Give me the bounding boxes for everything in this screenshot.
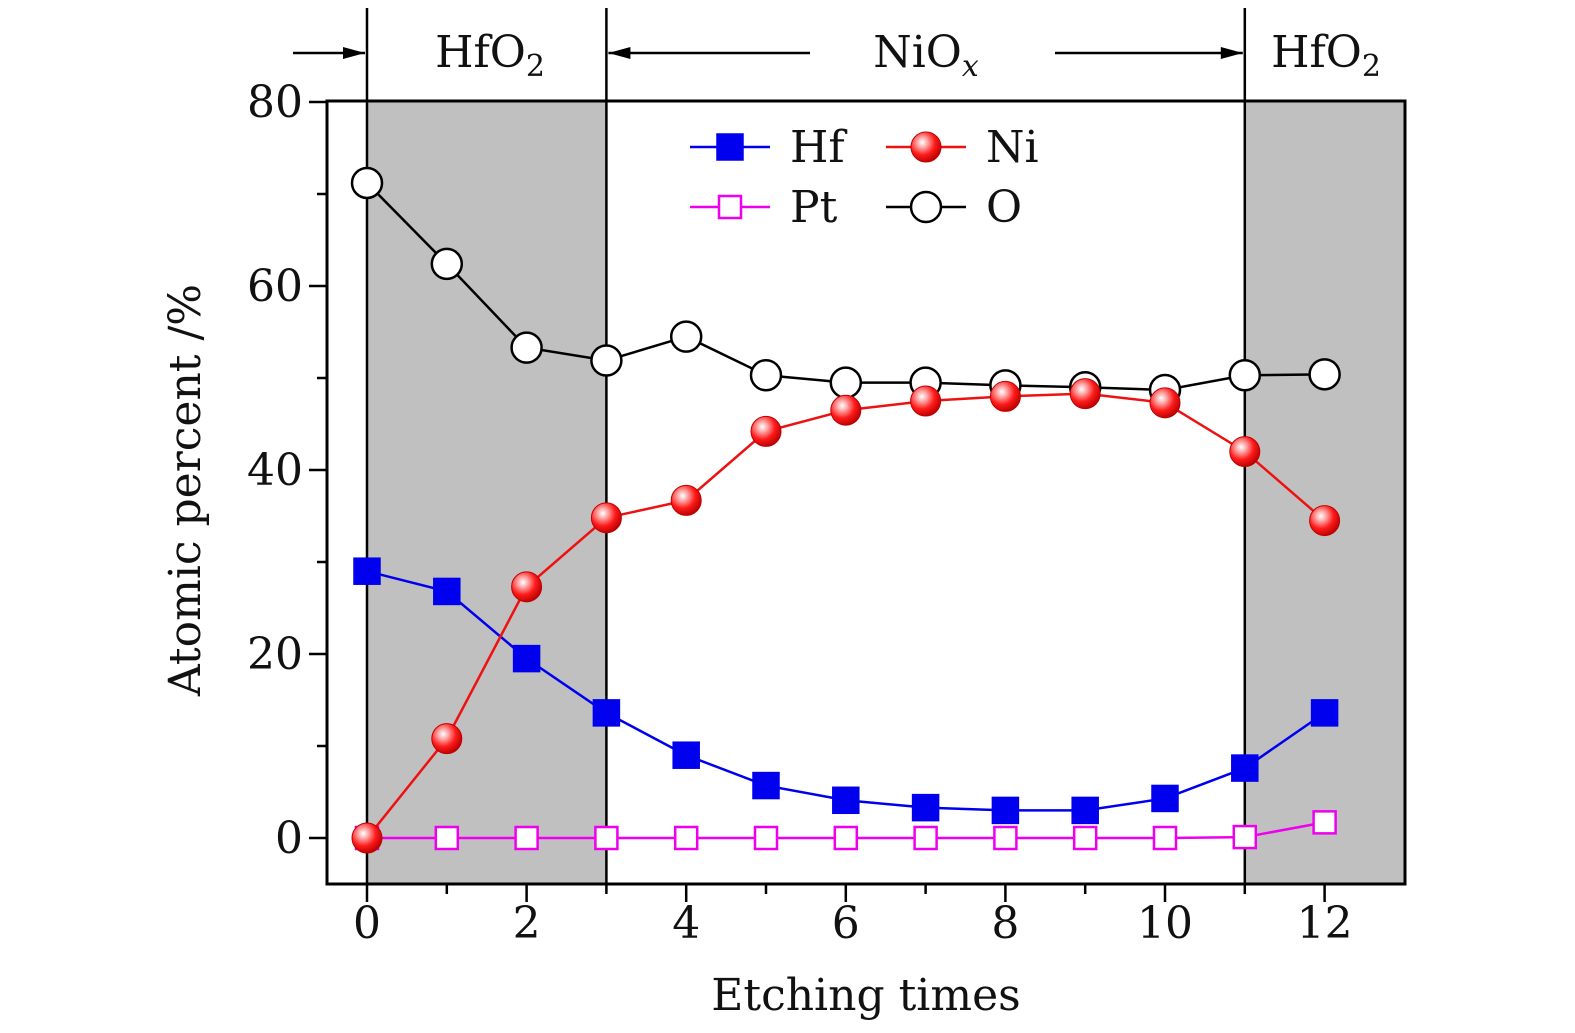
point-pt-1 — [434, 825, 460, 851]
series-hf — [353, 557, 1339, 825]
point-hf-7 — [911, 793, 940, 822]
plot-frame — [325, 99, 1407, 886]
point-hf-3 — [592, 699, 621, 727]
y-axis-label: Atomic percent /% — [160, 284, 211, 697]
point-o-11 — [1228, 358, 1262, 392]
legend-entry-hf: Hf — [690, 122, 847, 173]
region-label-0: HfO2 — [435, 27, 545, 84]
point-ni-9 — [1069, 378, 1101, 410]
arrow-head — [1220, 47, 1243, 59]
legend-label: O — [986, 182, 1022, 233]
legend-marker — [910, 131, 942, 163]
arrow-into-hfo2 — [293, 47, 365, 59]
shaded-region-0 — [367, 101, 607, 884]
x-tick-label: 2 — [513, 898, 541, 949]
x-tick-label: 8 — [991, 898, 1019, 949]
point-ni-4 — [670, 484, 702, 516]
point-pt-5 — [753, 825, 779, 851]
point-ni-0 — [351, 822, 383, 854]
point-pt-10 — [1152, 825, 1178, 851]
legend-entry-pt: Pt — [690, 182, 838, 233]
region-labels: HfO2 NiOx HfO2 — [293, 27, 1381, 84]
point-hf-12 — [1310, 699, 1339, 727]
y-tick-label: 60 — [247, 261, 303, 312]
point-pt-2 — [514, 825, 539, 851]
point-ni-2 — [511, 571, 543, 603]
legend-label: Hf — [790, 122, 847, 173]
x-tick-label: 10 — [1137, 898, 1193, 949]
arrow-head — [343, 47, 365, 59]
axes: 0 2 4 6 8 10 12 0 20 40 60 80 — [247, 8, 1407, 949]
series-ni — [351, 378, 1341, 854]
shaded-regions — [367, 101, 1405, 884]
point-hf-9 — [1071, 796, 1099, 825]
point-hf-11 — [1231, 754, 1259, 782]
point-hf-1 — [433, 577, 461, 606]
y-tick-label: 20 — [247, 629, 303, 680]
point-hf-6 — [832, 786, 860, 815]
point-pt-6 — [833, 825, 859, 851]
point-hf-10 — [1151, 784, 1179, 813]
legend-marker — [909, 190, 943, 224]
data-series — [350, 166, 1341, 854]
region-label-1: NiOx — [873, 27, 979, 84]
point-pt-4 — [673, 825, 699, 851]
point-hf-0 — [353, 557, 381, 585]
legend-label: Pt — [790, 182, 838, 233]
point-pt-8 — [993, 825, 1018, 851]
point-o-12 — [1308, 358, 1341, 391]
point-pt-12 — [1312, 810, 1337, 835]
y-tick-label: 80 — [247, 77, 303, 128]
region-label-2: HfO2 — [1271, 27, 1381, 84]
point-o-1 — [430, 247, 464, 281]
point-hf-2 — [512, 644, 541, 673]
point-o-5 — [749, 358, 783, 392]
point-o-6 — [829, 366, 863, 399]
point-o-3 — [590, 344, 623, 377]
point-hf-5 — [752, 771, 780, 800]
point-ni-1 — [431, 723, 463, 755]
point-pt-11 — [1232, 824, 1258, 850]
point-ni-6 — [830, 394, 862, 426]
x-tick-label: 0 — [353, 898, 381, 949]
series-pt — [354, 810, 1337, 851]
point-ni-11 — [1229, 436, 1261, 468]
x-axis-label: Etching times — [711, 970, 1020, 1021]
point-ni-12 — [1309, 505, 1341, 537]
legend-entry-ni: Ni — [886, 122, 1039, 173]
point-hf-8 — [991, 796, 1020, 825]
legend-marker — [716, 133, 744, 161]
shaded-region-2 — [1244, 101, 1405, 884]
x-tick-label: 6 — [832, 898, 860, 949]
legend-entry-o: O — [886, 182, 1022, 233]
point-o-0 — [350, 166, 384, 200]
point-ni-3 — [590, 502, 622, 534]
legend-marker — [717, 194, 743, 220]
x-tick-label: 12 — [1297, 898, 1353, 949]
point-o-4 — [669, 320, 703, 353]
arrow-head — [608, 47, 631, 59]
legend: Hf Ni Pt O — [690, 122, 1039, 233]
point-o-2 — [510, 331, 543, 364]
point-pt-3 — [594, 825, 619, 851]
point-hf-4 — [672, 741, 700, 769]
y-tick-label: 0 — [275, 813, 303, 864]
arrow-nio-left — [608, 47, 810, 59]
legend-label: Ni — [986, 122, 1039, 173]
point-ni-7 — [910, 385, 942, 417]
arrow-nio-right — [1055, 47, 1243, 59]
point-ni-10 — [1149, 387, 1181, 419]
point-ni-5 — [750, 415, 782, 447]
point-pt-9 — [1072, 825, 1098, 851]
y-tick-label: 40 — [247, 445, 303, 496]
point-pt-7 — [913, 825, 938, 851]
point-ni-8 — [989, 380, 1021, 412]
x-tick-label: 4 — [672, 898, 700, 949]
